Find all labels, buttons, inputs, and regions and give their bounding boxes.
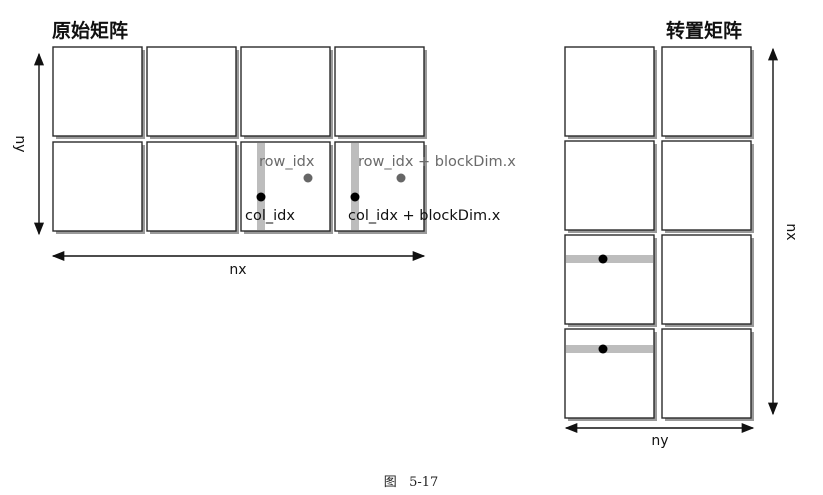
transposed-cell-r1c2 — [661, 46, 752, 137]
transposed-row-strip-2 — [566, 345, 653, 353]
row-idx-plus-point — [396, 173, 406, 183]
original-cell-r2c2 — [146, 141, 237, 232]
row-idx-plus-label: row_idx + blockDim.x — [358, 154, 516, 170]
transposed-cell-r1c1 — [564, 46, 655, 137]
original-cell-r2c1 — [52, 141, 143, 232]
row-idx-point — [303, 173, 313, 183]
original-nx-axis-label: nx — [229, 262, 246, 278]
transposed-cell-r3c2 — [661, 234, 752, 325]
original-cell-r1c4 — [334, 46, 425, 137]
col-idx-plus-point — [350, 192, 360, 202]
original-column-strip-2 — [351, 143, 359, 230]
original-matrix-grid — [52, 46, 427, 234]
transposed-nx-axis-label: nx — [783, 223, 799, 240]
original-column-strip-1 — [257, 143, 265, 230]
original-cell-r2c4 — [334, 141, 425, 232]
transposed-point-1 — [598, 254, 608, 264]
row-idx-label: row_idx — [259, 154, 315, 170]
figure-caption: 图 5-17 — [384, 475, 439, 490]
transposed-matrix-title: 转置矩阵 — [666, 19, 742, 42]
transposed-cell-r2c1 — [564, 140, 655, 231]
transposed-ny-axis-label: ny — [651, 433, 668, 449]
original-cell-r1c1 — [52, 46, 143, 137]
col-idx-plus-label: col_idx + blockDim.x — [348, 208, 501, 224]
original-cell-r1c3 — [240, 46, 331, 137]
transposed-matrix-grid — [564, 46, 754, 421]
col-idx-point — [256, 192, 266, 202]
col-idx-label: col_idx — [245, 208, 295, 224]
transposed-cell-r4c1 — [564, 328, 655, 419]
transposed-cell-r2c2 — [661, 140, 752, 231]
original-ny-axis-label: ny — [12, 135, 28, 152]
original-cell-r2c3 — [240, 141, 331, 232]
original-matrix-title: 原始矩阵 — [52, 19, 128, 42]
transposed-row-strip-1 — [566, 255, 653, 263]
transposed-point-2 — [598, 344, 608, 354]
original-cell-r1c2 — [146, 46, 237, 137]
transposed-cell-r4c2 — [661, 328, 752, 419]
transposed-cell-r3c1 — [564, 234, 655, 325]
